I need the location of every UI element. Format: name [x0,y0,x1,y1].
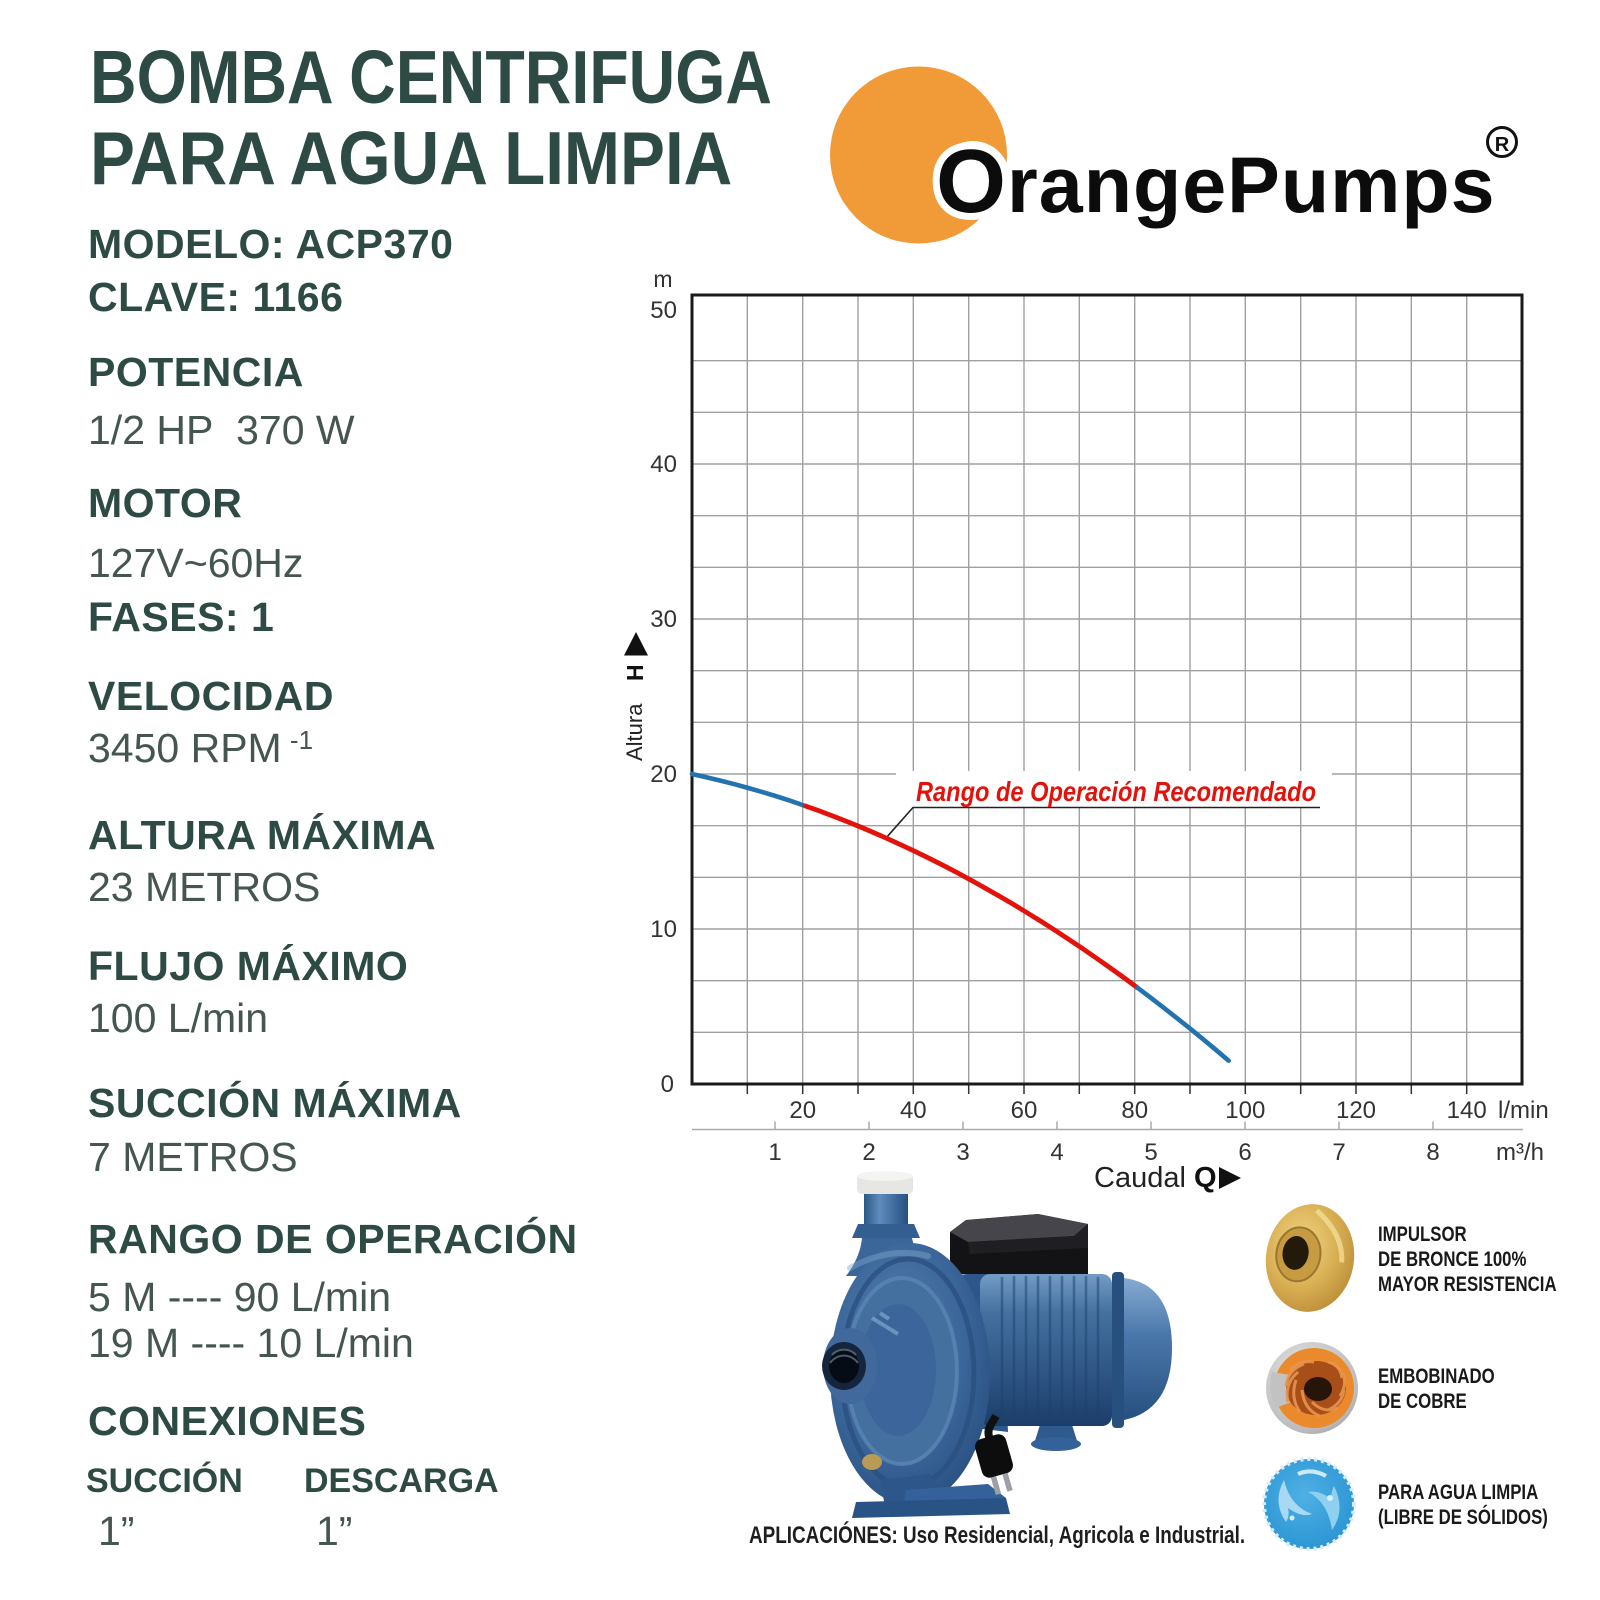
svg-text:H: H [622,664,648,681]
svg-text:1: 1 [768,1139,781,1166]
svg-text:m³/h: m³/h [1496,1139,1544,1166]
svg-text:80: 80 [1121,1097,1148,1124]
svg-text:40: 40 [900,1097,927,1124]
svg-text:R: R [1495,134,1510,156]
svg-text:Rango de Operación Recomendado: Rango de Operación Recomendado [916,776,1316,807]
svg-text:5: 5 [1144,1139,1157,1166]
svg-text:4: 4 [1050,1139,1063,1166]
svg-text:Q: Q [1194,1162,1217,1194]
svg-text:10: 10 [650,916,677,943]
svg-text:Caudal: Caudal [1094,1162,1186,1194]
svg-text:l/min: l/min [1498,1097,1549,1124]
svg-text:50: 50 [650,297,677,324]
svg-text:100: 100 [1225,1097,1265,1124]
svg-text:140: 140 [1447,1097,1487,1124]
svg-text:m: m [653,266,672,292]
svg-text:20: 20 [650,761,677,788]
svg-text:60: 60 [1011,1097,1038,1124]
svg-text:6: 6 [1238,1139,1251,1166]
svg-text:0: 0 [661,1071,674,1098]
svg-text:30: 30 [650,606,677,633]
svg-text:3: 3 [956,1139,969,1166]
svg-text:120: 120 [1336,1097,1376,1124]
svg-text:8: 8 [1426,1139,1439,1166]
svg-text:40: 40 [650,451,677,478]
svg-text:7: 7 [1332,1139,1345,1166]
svg-text:OrangePumps: OrangePumps [936,132,1496,232]
svg-text:20: 20 [789,1097,816,1124]
svg-text:Altura: Altura [622,703,647,761]
svg-text:2: 2 [862,1139,875,1166]
